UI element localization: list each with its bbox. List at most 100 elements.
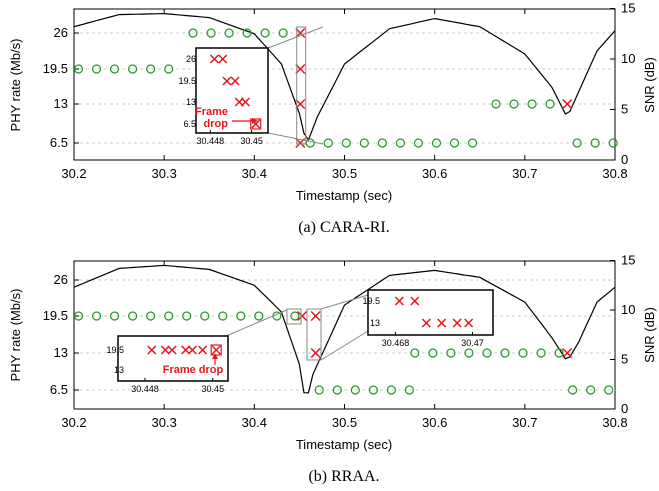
rate-circle-point — [341, 138, 351, 148]
inset-frame — [117, 335, 229, 382]
x-stroke — [251, 119, 261, 129]
zoom-connector-top — [267, 26, 324, 49]
inset-x-tick-label: 30.468 — [382, 338, 410, 348]
rate-circle-point — [242, 28, 252, 38]
inset-x-tick-label: 30.47 — [461, 338, 484, 348]
x-tick-label: 30.3 — [152, 166, 177, 181]
inset-y-tick-label: 13 — [114, 365, 124, 375]
inset-x-point — [394, 296, 404, 306]
zoom-connector-right-bottom — [320, 330, 369, 361]
x-stroke — [181, 345, 191, 355]
panel-a-caption: (a) CARA-RI. — [298, 219, 390, 236]
rate-circle-point — [518, 348, 528, 358]
x-tick-label: 30.2 — [61, 415, 86, 430]
inset-x-tick-label: 30.45 — [240, 136, 263, 146]
rate-x-point — [310, 310, 321, 322]
x-tick-label: 30.8 — [602, 415, 627, 430]
inset-x-point — [410, 296, 420, 306]
x-axis-label: Timestamp (sec) — [296, 188, 392, 203]
inset-x-point — [187, 345, 197, 355]
x-tick-label: 30.4 — [242, 415, 267, 430]
x-stroke — [147, 345, 157, 355]
inset-y-tick-label: 26 — [186, 54, 196, 64]
panel-b-caption: (b) RRAA. — [308, 468, 379, 485]
y2-tick-label: 5 — [621, 352, 628, 367]
axis-ticks: 6.5 13 19.5 26 0 5 10 15 30.2 30.3 30.4 30.5 30.6 30.… — [43, 253, 636, 431]
y2-tick-label: 10 — [621, 302, 635, 317]
rate-circle-point — [224, 28, 234, 38]
x-stroke — [187, 345, 197, 355]
inset-x-tick-label: 30.448 — [131, 384, 159, 394]
x-stroke — [297, 310, 308, 322]
inset-ticks: 19.5 13 30.448 30.45 — [106, 345, 224, 394]
rate-circle-point — [568, 385, 578, 395]
rate-circle-point — [404, 385, 415, 395]
inset-x-point — [421, 318, 431, 328]
inset-x-tick-label: 30.45 — [202, 384, 225, 394]
x-tick-label: 30.4 — [242, 166, 267, 181]
rate-circle-point — [482, 348, 492, 358]
inset-points — [394, 296, 474, 328]
rate-circle-point — [73, 64, 84, 74]
inset-x-point — [437, 318, 447, 328]
axis-ticks: 6.5 13 19.5 26 0 5 10 15 30.2 30.3 30.4 30.5 30.6 30.… — [43, 1, 636, 182]
y-tick-label: 6.5 — [50, 382, 68, 397]
inset-y-tick-label: 19.5 — [106, 345, 124, 355]
rate-circle-point — [91, 311, 102, 321]
x-tick-label: 30.7 — [512, 166, 537, 181]
rate-circle-point — [164, 311, 174, 321]
inset-y-tick-label: 13 — [186, 97, 196, 107]
rate-circle-point — [350, 385, 360, 395]
x-tick-label: 30.7 — [512, 415, 537, 430]
x-stroke — [394, 296, 404, 306]
rate-circle-point — [608, 138, 618, 148]
rate-x-point — [295, 98, 306, 110]
rate-circle-point — [182, 311, 192, 321]
frame-drop-label: Frame drop — [163, 364, 224, 376]
panel-b-chart: 6.5 13 19.5 26 0 5 10 15 30.2 30.3 30.4 30.5 30.6 30.… — [8, 253, 657, 486]
inset-x-point — [452, 318, 462, 328]
y-tick-label: 13 — [54, 96, 68, 111]
rate-circle-point — [278, 28, 288, 38]
x-stroke — [410, 296, 420, 306]
rate-circle-point — [332, 385, 342, 395]
y2-tick-label: 10 — [621, 51, 635, 66]
x-stroke — [218, 54, 228, 64]
inset-y-tick-label: 6.5 — [183, 119, 196, 129]
rate-circle-point — [590, 138, 600, 148]
rate-circle-point — [206, 28, 216, 38]
frame-drop-box — [210, 344, 222, 356]
y-tick-label: 26 — [54, 272, 68, 287]
rate-circle-point — [305, 138, 315, 148]
y2-tick-label: 5 — [621, 102, 628, 117]
frame-drop-label-line2: drop — [204, 118, 229, 130]
rate-circle-point — [491, 99, 501, 109]
panel-a-chart: 6.5 13 19.5 26 0 5 10 15 30.2 30.3 30.4 30.5 30.6 30.… — [8, 1, 657, 237]
rate-circle-point — [236, 311, 246, 321]
rate-circle-point — [536, 348, 546, 358]
rate-circle-point — [146, 311, 156, 321]
x-tick-label: 30.6 — [422, 166, 447, 181]
rate-circle-point — [527, 99, 537, 109]
inset-x-point — [209, 54, 219, 64]
rate-circle-point — [359, 138, 369, 148]
rate-circle-point — [128, 311, 138, 321]
x-stroke — [240, 97, 250, 107]
rate-circle-point — [254, 311, 264, 321]
rate-circle-point — [146, 64, 156, 74]
zoom-connector-left — [225, 309, 288, 337]
rate-circle-point — [91, 64, 102, 74]
inset-x-point — [222, 76, 232, 86]
frame-drop-point — [210, 344, 222, 356]
x-stroke — [421, 318, 431, 328]
data-points — [73, 310, 614, 395]
y-tick-label: 19.5 — [43, 308, 68, 323]
rate-circle-point — [500, 348, 510, 358]
rate-x-point — [297, 310, 308, 322]
x-stroke — [295, 63, 306, 75]
frame-drop-arrowhead — [212, 353, 218, 359]
rate-circle-point — [188, 28, 198, 38]
data-points — [73, 27, 618, 149]
x-tick-label: 30.6 — [422, 415, 447, 430]
